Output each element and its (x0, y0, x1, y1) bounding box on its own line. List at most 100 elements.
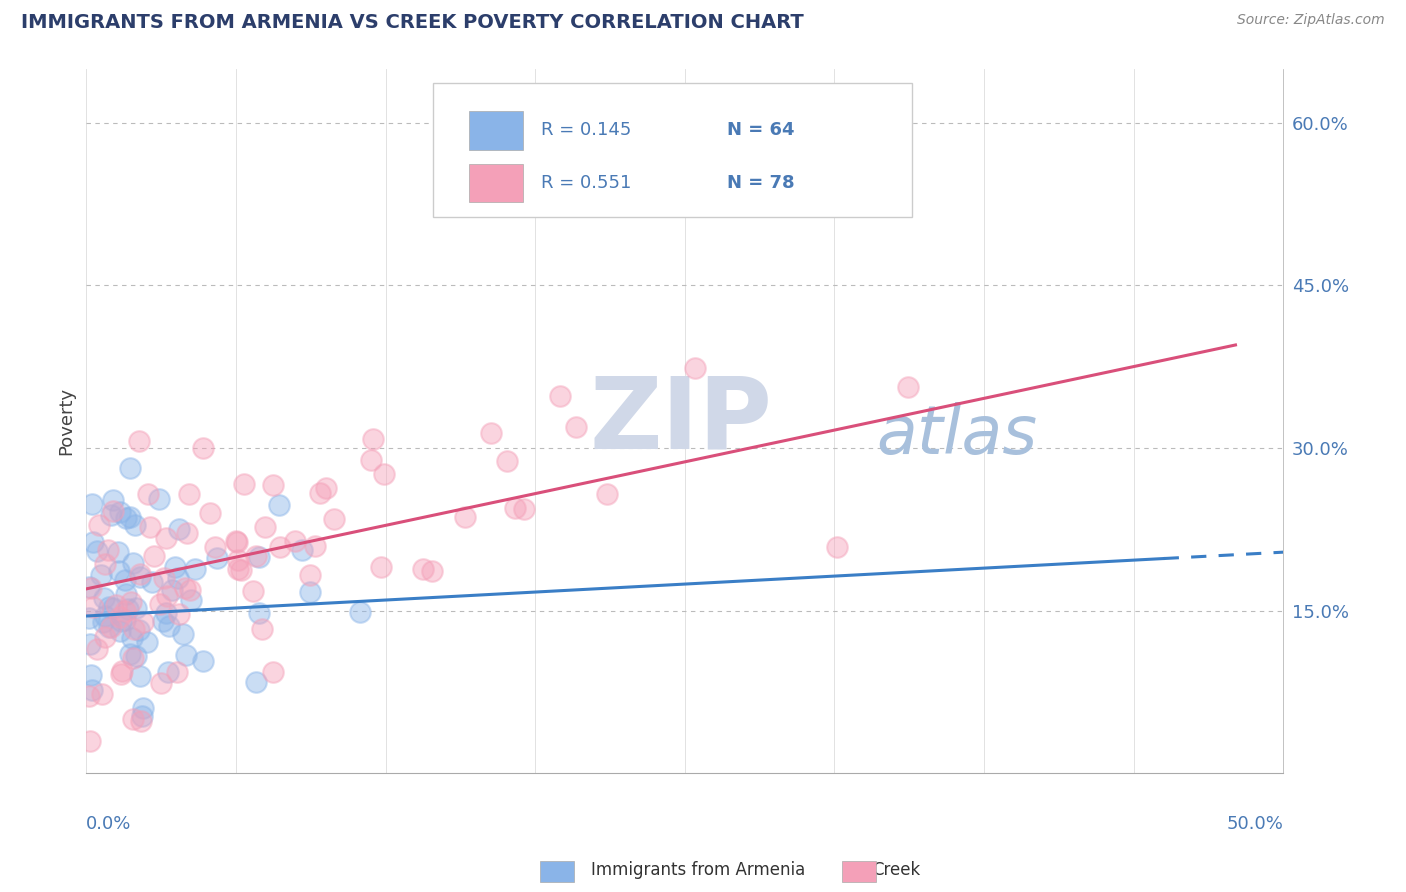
Y-axis label: Poverty: Poverty (58, 387, 75, 455)
Text: Creek: Creek (872, 861, 920, 879)
Text: 0.0%: 0.0% (86, 815, 132, 833)
Point (247, 549, 270, 564)
Point (80, 668, 103, 682)
Point (596, 487, 619, 501)
Point (104, 598, 127, 612)
Text: IMMIGRANTS FROM ARMENIA VS CREEK POVERTY CORRELATION CHART: IMMIGRANTS FROM ARMENIA VS CREEK POVERTY… (21, 13, 804, 32)
Point (101, 492, 124, 507)
Point (93, 591, 115, 605)
Point (897, 380, 920, 394)
Point (176, 525, 198, 540)
Point (91, 688, 114, 702)
Point (141, 574, 163, 589)
Point (252, 622, 274, 636)
Point (180, 593, 202, 607)
Text: R = 0.551: R = 0.551 (541, 174, 631, 192)
Point (110, 614, 132, 628)
Point (152, 615, 174, 629)
Point (291, 542, 314, 557)
Point (128, 669, 150, 683)
Point (269, 541, 291, 555)
Point (160, 582, 183, 597)
Point (167, 522, 190, 536)
Point (82, 600, 104, 615)
Point (100, 620, 122, 634)
Point (111, 664, 134, 678)
Point (121, 631, 143, 645)
Point (108, 564, 131, 578)
Point (226, 553, 249, 567)
Text: atlas: atlas (876, 402, 1038, 468)
Point (412, 561, 434, 575)
Point (454, 510, 477, 524)
Point (122, 623, 145, 637)
Point (121, 651, 143, 665)
Point (299, 568, 322, 582)
Point (114, 604, 136, 618)
Point (231, 563, 253, 577)
Point (114, 573, 136, 587)
Point (349, 605, 371, 619)
Point (131, 708, 153, 723)
Point (115, 587, 138, 601)
Point (139, 519, 162, 533)
Point (110, 666, 132, 681)
Point (136, 635, 159, 649)
Point (125, 648, 148, 663)
Point (262, 477, 284, 491)
Point (120, 648, 142, 662)
Text: N = 64: N = 64 (727, 121, 794, 139)
Point (245, 549, 267, 563)
Point (148, 491, 170, 506)
Point (361, 432, 384, 446)
Point (150, 675, 173, 690)
Point (225, 534, 247, 549)
Point (315, 481, 337, 495)
Point (309, 486, 332, 500)
Point (120, 595, 142, 609)
Point (108, 624, 131, 639)
Point (155, 606, 177, 620)
Point (94, 558, 117, 572)
Point (193, 654, 215, 668)
Point (825, 540, 848, 554)
Bar (470, 163, 523, 202)
Point (129, 714, 152, 728)
Point (174, 648, 197, 662)
Point (87, 518, 110, 533)
Point (77, 610, 100, 624)
Point (304, 539, 326, 553)
Point (267, 498, 290, 512)
Text: Source: ZipAtlas.com: Source: ZipAtlas.com (1237, 13, 1385, 28)
Point (77, 689, 100, 703)
Point (97, 620, 120, 634)
Point (118, 461, 141, 475)
Text: ZIP: ZIP (589, 372, 772, 469)
Point (513, 502, 536, 516)
Point (247, 606, 270, 620)
Point (79, 637, 101, 651)
Text: R = 0.145: R = 0.145 (541, 121, 631, 139)
Point (108, 505, 131, 519)
Point (172, 627, 194, 641)
Point (242, 584, 264, 599)
Point (191, 441, 214, 455)
Point (114, 613, 136, 627)
Point (226, 535, 249, 549)
Point (152, 571, 174, 585)
FancyBboxPatch shape (433, 83, 912, 217)
Text: 50.0%: 50.0% (1226, 815, 1284, 833)
Point (80, 581, 103, 595)
Point (254, 520, 277, 534)
Point (136, 486, 159, 500)
Point (129, 566, 152, 581)
Point (125, 601, 148, 615)
Point (94, 630, 117, 644)
Point (156, 665, 179, 679)
Point (79, 733, 101, 747)
Point (179, 582, 201, 597)
Point (128, 570, 150, 584)
Point (114, 511, 136, 525)
Point (122, 556, 145, 570)
Point (245, 675, 267, 690)
